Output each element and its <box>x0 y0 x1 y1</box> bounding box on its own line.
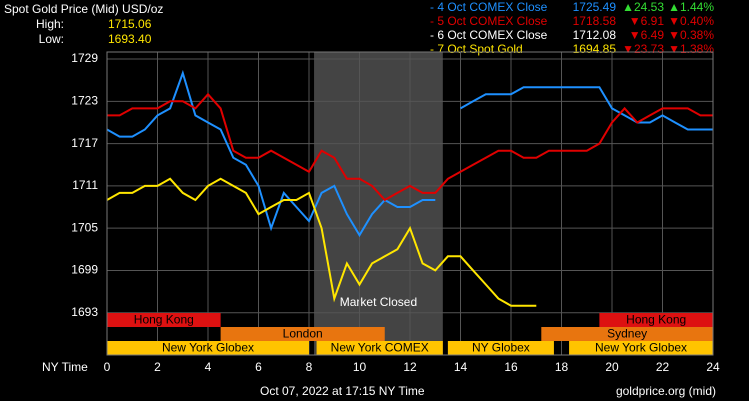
session-label: New York Globex <box>595 341 687 355</box>
legend-pct: ▼1.38% <box>668 42 714 56</box>
x-tick-label: 16 <box>504 360 518 374</box>
x-tick-label: 10 <box>353 360 367 374</box>
session-bar <box>107 313 221 327</box>
low: 1693.40 <box>108 32 152 46</box>
series-line <box>107 92 713 202</box>
legend-pct: ▼0.38% <box>668 28 714 42</box>
legend-name: - 4 Oct COMEX Close <box>430 0 548 14</box>
legend-name: - 6 Oct COMEX Close <box>430 28 548 42</box>
plot-frame <box>106 51 714 356</box>
legend-change: ▲24.53 <box>622 0 664 14</box>
x-tick-label: 14 <box>454 360 468 374</box>
legend-close: 1718.58 <box>573 14 617 28</box>
title: Spot Gold Price (Mid) USD/oz <box>4 2 163 16</box>
x-tick-label: 8 <box>306 360 313 374</box>
session-label: Hong Kong <box>134 313 194 327</box>
x-axis-label: NY Time <box>42 360 88 374</box>
high-label: High: <box>36 17 64 31</box>
legend-close: 1712.08 <box>573 28 617 42</box>
session-bar <box>220 327 385 341</box>
series-line <box>106 177 537 307</box>
y-tick-label: 1705 <box>71 220 98 234</box>
legend-change: ▼6.49 <box>629 28 665 42</box>
x-tick-label: 4 <box>205 360 212 374</box>
session-bar <box>107 341 309 355</box>
low-label: Low: <box>39 32 64 46</box>
source: goldprice.org (mid) <box>616 384 716 398</box>
session-bar <box>541 327 713 341</box>
y-tick-label: 1723 <box>71 93 98 107</box>
x-tick-label: 22 <box>656 360 670 374</box>
legend-pct: ▲1.44% <box>668 0 714 14</box>
session-label: London <box>283 327 323 341</box>
session-label: New York COMEX <box>331 341 429 355</box>
legend-change: ▼6.91 <box>629 14 665 28</box>
x-tick-label: 2 <box>154 360 161 374</box>
session-bar <box>599 313 713 327</box>
session-label: Hong Kong <box>626 313 686 327</box>
y-tick-label: 1711 <box>72 178 98 192</box>
session-label: New York Globex <box>162 341 254 355</box>
legend-close: 1725.49 <box>573 0 617 14</box>
high: 1715.06 <box>108 17 152 31</box>
series-line <box>106 69 713 238</box>
x-tick-label: 0 <box>104 360 111 374</box>
x-tick-label: 24 <box>706 360 720 374</box>
legend-change: ▼23.73 <box>622 42 664 56</box>
session-bar <box>569 341 713 355</box>
legend-name: - 5 Oct COMEX Close <box>430 14 548 28</box>
y-tick-label: 1693 <box>71 305 98 319</box>
y-tick-label: 1699 <box>71 263 98 277</box>
x-tick-label: 20 <box>605 360 619 374</box>
session-label: Sydney <box>607 327 647 341</box>
x-tick-label: 6 <box>255 360 262 374</box>
legend-pct: ▼0.40% <box>668 14 714 28</box>
y-tick-label: 1729 <box>71 51 98 65</box>
x-tick-label: 18 <box>555 360 569 374</box>
legend-close: 1694.85 <box>573 42 617 56</box>
session-bar <box>447 341 554 355</box>
market-closed-label: Market Closed <box>340 295 417 309</box>
session-label: NY Globex <box>472 341 530 355</box>
session-bar <box>316 341 443 355</box>
timestamp: Oct 07, 2022 at 17:15 NY Time <box>260 384 425 398</box>
legend-name: - 7 Oct Spot Gold <box>430 42 523 56</box>
x-tick-label: 12 <box>403 360 417 374</box>
market-closed <box>314 52 443 355</box>
y-tick-label: 1717 <box>71 136 98 150</box>
